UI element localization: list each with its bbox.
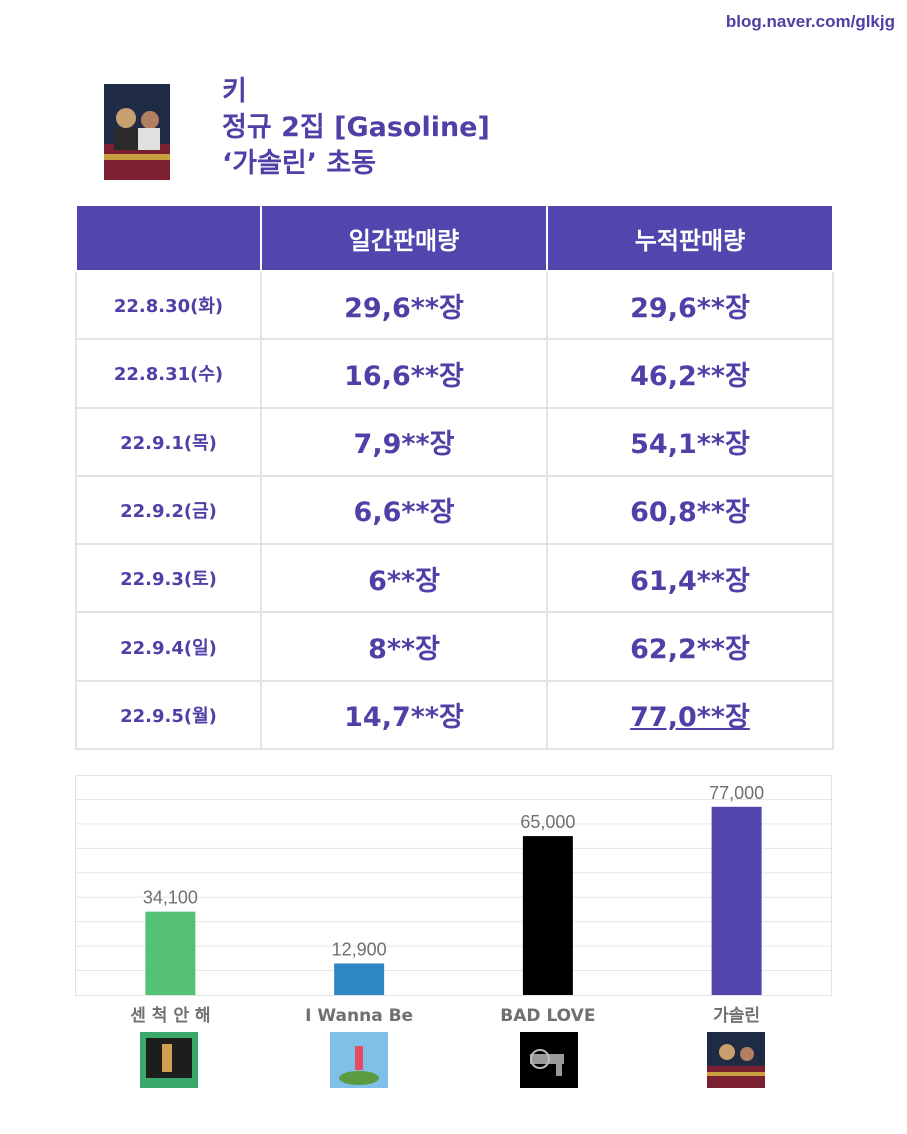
row-daily: 16,6**장 xyxy=(260,338,548,409)
chart-bar xyxy=(522,836,573,995)
i-wanna-be-album-cover xyxy=(330,1032,388,1088)
chart-category-label: BAD LOVE xyxy=(500,1006,595,1026)
table-row: 22.9.3(토) 6**장 61,4**장 xyxy=(75,543,834,614)
title-subtitle: ‘가솔린’ 초동 xyxy=(222,148,377,179)
page-title: 키 정규 2집 [Gasoline] ‘가솔린’ 초동 xyxy=(222,74,490,182)
row-cumulative: 60,8**장 xyxy=(546,474,834,546)
row-cumulative: 29,6**장 xyxy=(546,269,834,341)
chart-data-label: 12,900 xyxy=(332,939,387,959)
row-date: 22.8.31(수) xyxy=(75,338,262,409)
table-row: 22.8.31(수) 16,6**장 46,2**장 xyxy=(75,338,834,409)
chart-bar xyxy=(334,963,385,995)
table-header-cumulative: 누적판매량 xyxy=(546,204,834,272)
chart-bar xyxy=(711,806,762,995)
row-date: 22.9.1(목) xyxy=(75,406,262,477)
row-cumulative: 54,1**장 xyxy=(546,406,834,477)
row-cumulative-value: 77,0**장 xyxy=(630,702,750,734)
table-header-row: 일간판매량 누적판매량 xyxy=(75,204,834,272)
table-row: 22.9.1(목) 7,9**장 54,1**장 xyxy=(75,406,834,477)
chart-data-label: 34,100 xyxy=(143,888,198,908)
chart-category-label: 가솔린 xyxy=(713,1006,760,1026)
row-cumulative: 61,4**장 xyxy=(546,543,834,614)
row-daily: 14,7**장 xyxy=(260,679,548,751)
table-header-date xyxy=(75,204,262,272)
row-cumulative: 62,2**장 xyxy=(546,611,834,682)
row-date: 22.9.3(토) xyxy=(75,543,262,614)
chart-data-label: 77,000 xyxy=(709,783,764,803)
gasoline-album-thumb xyxy=(707,1032,765,1088)
row-date: 22.8.30(화) xyxy=(75,269,262,341)
row-cumulative: 77,0**장 xyxy=(546,679,834,751)
row-date: 22.9.4(일) xyxy=(75,611,262,682)
chart-bar xyxy=(145,911,196,995)
table-row: 22.9.5(월) 14,7**장 77,0**장 xyxy=(75,679,834,751)
sales-table: 일간판매량 누적판매량 22.8.30(화) 29,6**장 29,6**장 2… xyxy=(75,204,834,751)
album-name: 정규 2집 [Gasoline] xyxy=(222,112,490,143)
table-row: 22.9.4(일) 8**장 62,2**장 xyxy=(75,611,834,682)
table-row: 22.8.30(화) 29,6**장 29,6**장 xyxy=(75,269,834,341)
table-header-daily: 일간판매량 xyxy=(260,204,548,272)
row-date: 22.9.2(금) xyxy=(75,474,262,546)
row-daily: 7,9**장 xyxy=(260,406,548,477)
blog-watermark: blog.naver.com/glkjg xyxy=(725,12,895,31)
row-cumulative: 46,2**장 xyxy=(546,338,834,409)
sen-cheok-album-cover xyxy=(140,1032,198,1088)
row-daily: 8**장 xyxy=(260,611,548,682)
table-row: 22.9.2(금) 6,6**장 60,8**장 xyxy=(75,474,834,546)
row-date: 22.9.5(월) xyxy=(75,679,262,751)
row-daily: 6**장 xyxy=(260,543,548,614)
artist-name: 키 xyxy=(222,76,247,107)
row-daily: 6,6**장 xyxy=(260,474,548,546)
chart-data-label: 65,000 xyxy=(520,812,575,832)
gasoline-album-cover xyxy=(104,84,170,180)
bad-love-album-cover xyxy=(520,1032,578,1088)
chart-category-label: 센 척 안 해 xyxy=(130,1006,210,1026)
chart-category-label: I Wanna Be xyxy=(305,1006,413,1026)
row-daily: 29,6**장 xyxy=(260,269,548,341)
chart-frame xyxy=(75,775,832,996)
